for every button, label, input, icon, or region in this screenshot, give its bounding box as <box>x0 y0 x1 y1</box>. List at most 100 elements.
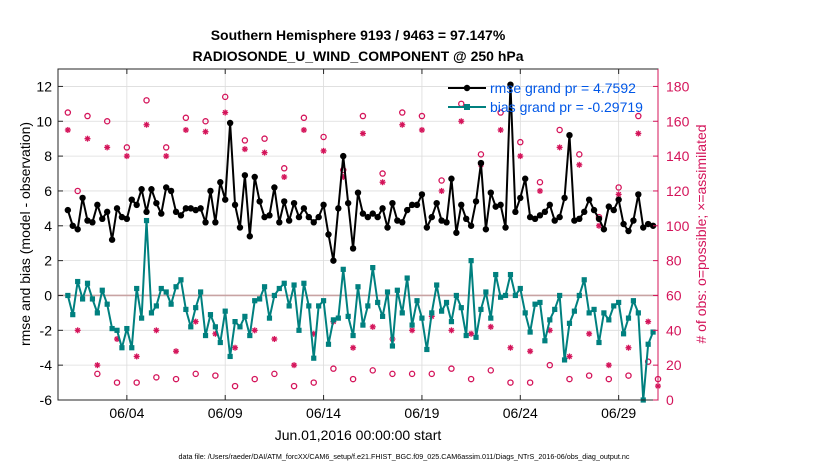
y-tick-label: -4 <box>40 357 53 373</box>
bias-point <box>552 306 558 313</box>
rmse-point <box>458 201 465 209</box>
obs-possible-point <box>221 93 229 101</box>
obs-possible-point <box>64 109 72 116</box>
bias-point <box>296 327 302 333</box>
obs-assimilated-point <box>261 149 268 156</box>
obs-possible-point <box>162 144 170 151</box>
rmse-point <box>620 220 627 228</box>
obs-possible-point <box>202 118 209 125</box>
obs-possible-point <box>74 187 81 195</box>
rmse-point <box>354 189 362 196</box>
bias-point <box>527 329 533 335</box>
rmse-point <box>517 194 524 202</box>
rmse-series <box>64 81 657 264</box>
rmse-point <box>462 215 470 223</box>
obs-possible-point <box>182 114 190 122</box>
bias-point <box>488 315 494 321</box>
bias-point <box>419 315 425 321</box>
bias-point <box>257 296 263 302</box>
rmse-point <box>133 201 140 209</box>
obs-possible-point <box>290 382 298 390</box>
bias-point <box>94 310 100 316</box>
obs-assimilated-point <box>487 323 494 330</box>
bias-point <box>611 303 617 309</box>
rmse-point <box>487 189 494 196</box>
rmse-point <box>359 210 367 217</box>
rmse-point <box>103 208 111 216</box>
rmse-point <box>497 201 504 209</box>
plot-area <box>58 69 658 400</box>
rmse-point <box>84 217 91 224</box>
rmse-point <box>89 219 96 226</box>
obs-assimilated-point <box>566 353 573 360</box>
rmse-point <box>448 175 455 182</box>
bias-point <box>650 329 656 335</box>
bias-point <box>306 303 312 309</box>
y2-tick-label: 40 <box>666 322 682 338</box>
x-tick-label: 06/04 <box>109 405 144 421</box>
obs-possible-point <box>399 109 406 116</box>
bias-point <box>616 299 622 306</box>
obs-possible-point <box>487 367 495 374</box>
obs-assimilated-point <box>163 153 170 160</box>
rmse-point <box>74 226 81 233</box>
obs-possible-point <box>625 372 632 379</box>
y2-tick-label: 100 <box>666 218 690 234</box>
obs-assimilated-point <box>173 348 180 355</box>
bias-point <box>99 287 105 293</box>
obs-possible-point <box>428 370 436 378</box>
obs-possible-point <box>153 374 160 381</box>
rmse-point <box>507 81 514 88</box>
rmse-point <box>600 226 608 233</box>
rmse-point <box>113 205 121 212</box>
obs-possible-point <box>546 361 554 369</box>
bias-point <box>119 345 125 351</box>
rmse-point <box>566 132 573 139</box>
bias-point <box>478 306 484 313</box>
obs-assimilated-point <box>320 147 327 154</box>
obs-possible-point <box>94 370 101 378</box>
rmse-point <box>571 217 578 224</box>
bias-point <box>404 275 410 281</box>
rmse-point <box>192 206 199 214</box>
y-tick-label: 0 <box>44 287 52 303</box>
rmse-point <box>320 201 327 209</box>
x-tick-label: 06/29 <box>601 405 636 421</box>
legend-bias-label: bias grand pr = -0.29719 <box>490 99 643 115</box>
x-tick-label: 06/09 <box>208 405 243 421</box>
bias-point <box>65 292 71 299</box>
rmse-point <box>541 208 549 216</box>
bias-point <box>635 310 641 316</box>
bias-point <box>188 324 194 330</box>
rmse-point <box>615 196 622 203</box>
rmse-point <box>403 206 411 214</box>
bias-point <box>252 298 258 304</box>
rmse-point <box>143 208 150 216</box>
obs-possible-point <box>644 358 652 365</box>
rmse-point <box>502 224 509 231</box>
bias-point <box>571 308 577 314</box>
bias-point <box>281 280 287 286</box>
bias-point <box>448 319 455 325</box>
rmse-point <box>453 229 460 236</box>
rmse-point <box>325 231 332 238</box>
bias-point <box>379 313 386 319</box>
rmse-point <box>315 213 322 221</box>
rmse-point <box>300 205 308 212</box>
rmse-point <box>167 187 175 195</box>
obs-assimilated-point <box>133 353 140 360</box>
obs-possible-point <box>172 375 180 383</box>
rmse-point <box>99 215 106 223</box>
rmse-point <box>644 220 652 228</box>
obs-assimilated-point <box>182 126 189 133</box>
y2-tick-label: 140 <box>666 148 690 164</box>
bias-point <box>335 315 341 321</box>
rmse-point <box>379 205 386 212</box>
obs-assimilated-point <box>507 344 514 351</box>
rmse-point <box>123 215 131 223</box>
obs-possible-point <box>448 365 455 372</box>
bias-point <box>453 292 459 299</box>
bias-point <box>183 306 189 313</box>
y-tick-label: 4 <box>44 218 52 234</box>
bias-point <box>114 327 120 333</box>
